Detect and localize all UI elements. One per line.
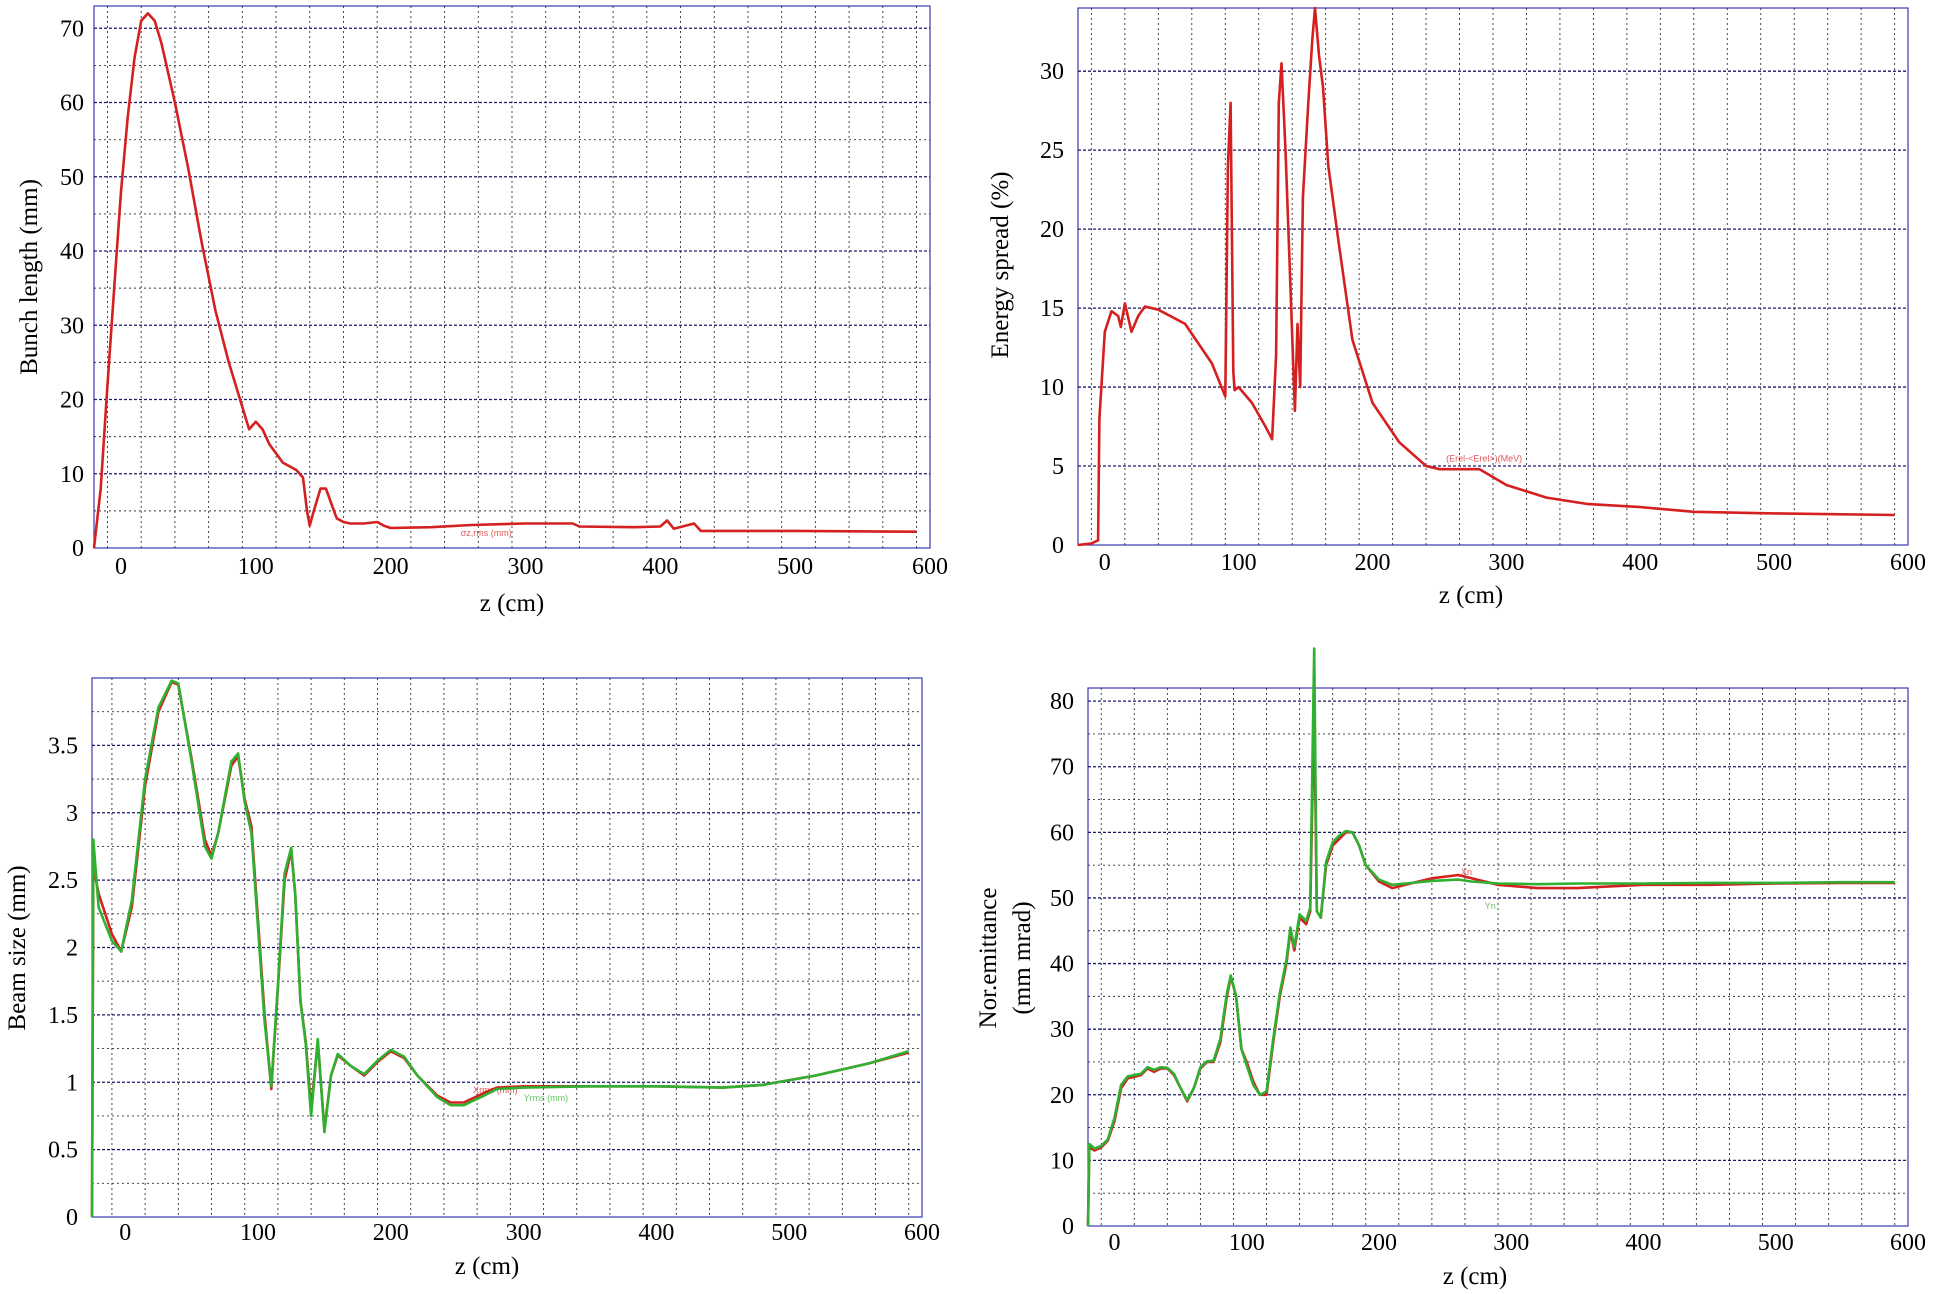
y-tick-label: 20 bbox=[60, 388, 84, 414]
y-tick-label: 50 bbox=[1050, 886, 1074, 912]
series-label: σz,rms (mm) bbox=[461, 528, 512, 538]
series-label: Yn bbox=[1485, 901, 1496, 911]
x-tick-label: 300 bbox=[507, 554, 543, 580]
y-tick-label: 40 bbox=[1050, 952, 1074, 978]
y-tick-label: 0 bbox=[1052, 533, 1064, 559]
y-tick-label: 3 bbox=[66, 801, 78, 827]
x-tick-label: 200 bbox=[373, 554, 409, 580]
y-tick-label: 60 bbox=[60, 91, 84, 117]
y-tick-label: 0.5 bbox=[48, 1138, 78, 1164]
x-tick-label: 400 bbox=[638, 1220, 674, 1246]
x-axis-label: z (cm) bbox=[455, 1253, 520, 1280]
y-axis-label: Bunch length (mm) bbox=[16, 179, 43, 375]
x-tick-label: 0 bbox=[115, 554, 127, 580]
series-line-yn bbox=[1086, 647, 1895, 1227]
y-tick-label: 50 bbox=[60, 165, 84, 191]
y-tick-label: 20 bbox=[1050, 1083, 1074, 1109]
y-tick-label: 0 bbox=[72, 536, 84, 562]
x-tick-label: 500 bbox=[1758, 1230, 1794, 1256]
x-tick-label: 100 bbox=[1229, 1230, 1265, 1256]
x-tick-label: 100 bbox=[240, 1220, 276, 1246]
y-tick-label: 10 bbox=[60, 462, 84, 488]
x-tick-label: 300 bbox=[506, 1220, 542, 1246]
y-tick-label: 30 bbox=[60, 313, 84, 339]
panel-energy-spread: (Erel-<Erel>)(MeV) 0 100 200 300 400 500 600 0 5… bbox=[987, 6, 1926, 609]
x-axis-label: z (cm) bbox=[1443, 1263, 1508, 1290]
y-axis-label: Beam size (mm) bbox=[4, 865, 31, 1030]
y-tick-label: 60 bbox=[1050, 820, 1074, 846]
y-tick-label: 1.5 bbox=[48, 1003, 78, 1029]
x-tick-label: 400 bbox=[642, 554, 678, 580]
y-tick-label: 70 bbox=[1050, 755, 1074, 781]
y-tick-label: 0 bbox=[66, 1205, 78, 1231]
x-tick-label: 0 bbox=[119, 1220, 131, 1246]
y-tick-label: 70 bbox=[60, 16, 84, 42]
y-axis-label: Energy spread (%) bbox=[987, 172, 1014, 359]
y-axis-label-units: (mm mrad) bbox=[1009, 901, 1036, 1014]
y-tick-label: 40 bbox=[60, 239, 84, 265]
y-tick-label: 5 bbox=[1052, 454, 1064, 480]
series-line-yrms-mm- bbox=[90, 679, 910, 1218]
y-tick-label: 10 bbox=[1040, 375, 1064, 401]
series-label: Yrms (mm) bbox=[524, 1093, 569, 1103]
y-tick-label: 0 bbox=[1062, 1214, 1074, 1240]
series-line--z-rms-mm- bbox=[92, 12, 917, 549]
panel-beam-size: Xrms (mm)Yrms (mm) 0 100 200 300 400 500 60000… bbox=[4, 677, 940, 1280]
x-tick-label: 500 bbox=[771, 1220, 807, 1246]
y-tick-label: 80 bbox=[1050, 689, 1074, 715]
panel-bunch-length: σz,rms (mm) 0 100 200 300 400 500 600 0 10 20 30 40… bbox=[16, 5, 948, 617]
y-axis-label: Nor.emittance bbox=[975, 888, 1002, 1029]
y-tick-label: 2 bbox=[66, 936, 78, 962]
x-tick-label: 600 bbox=[1890, 1230, 1926, 1256]
x-tick-label: 600 bbox=[1890, 550, 1926, 576]
y-tick-label: 2.5 bbox=[48, 868, 78, 894]
series-line-xrms-mm- bbox=[90, 680, 910, 1218]
x-tick-label: 200 bbox=[373, 1220, 409, 1246]
x-tick-label: 200 bbox=[1361, 1230, 1397, 1256]
x-tick-label: 0 bbox=[1108, 1230, 1120, 1256]
y-tick-label: 20 bbox=[1040, 217, 1064, 243]
x-tick-label: 600 bbox=[912, 554, 948, 580]
x-tick-label: 100 bbox=[1221, 550, 1257, 576]
x-tick-label: 300 bbox=[1493, 1230, 1529, 1256]
y-tick-label: 1 bbox=[66, 1070, 78, 1096]
x-tick-label: 200 bbox=[1355, 550, 1391, 576]
x-tick-label: 100 bbox=[238, 554, 274, 580]
y-tick-label: 15 bbox=[1040, 296, 1064, 322]
x-tick-label: 400 bbox=[1622, 550, 1658, 576]
x-tick-label: 400 bbox=[1625, 1230, 1661, 1256]
y-tick-label: 30 bbox=[1050, 1017, 1074, 1043]
x-tick-label: 500 bbox=[1756, 550, 1792, 576]
series-label: Xn bbox=[1461, 867, 1472, 877]
x-tick-label: 500 bbox=[777, 554, 813, 580]
y-tick-label: 10 bbox=[1050, 1148, 1074, 1174]
y-tick-label: 3.5 bbox=[48, 733, 78, 759]
x-tick-label: 600 bbox=[904, 1220, 940, 1246]
panel-emittance: Xn Yn 0 100 200 300 400 500 600 0 10 20 30 40 50 60 70 8… bbox=[975, 647, 1926, 1290]
series-label: (Erel-<Erel>)(MeV) bbox=[1446, 453, 1522, 463]
x-tick-label: 300 bbox=[1488, 550, 1524, 576]
y-tick-label: 30 bbox=[1040, 59, 1064, 85]
x-axis-label: z (cm) bbox=[1439, 582, 1504, 609]
x-axis-label: z (cm) bbox=[480, 590, 545, 617]
series-line--erel-erel-mev- bbox=[1077, 6, 1895, 547]
x-tick-label: 0 bbox=[1099, 550, 1111, 576]
y-tick-label: 25 bbox=[1040, 138, 1064, 164]
